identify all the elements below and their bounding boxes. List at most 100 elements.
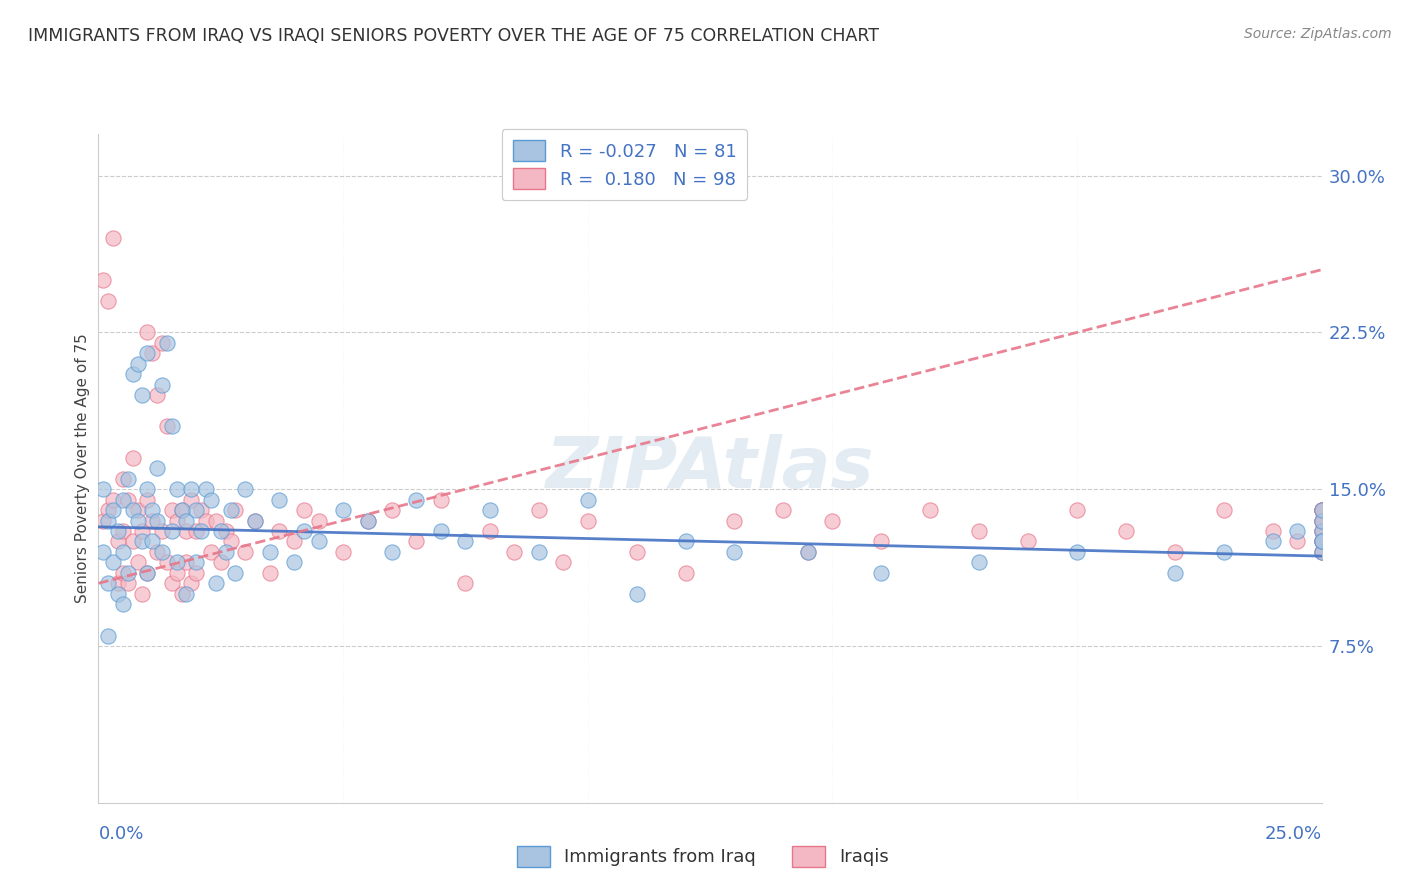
Point <box>1310 503 1333 517</box>
Point <box>176 514 198 528</box>
Point <box>127 503 149 517</box>
Point <box>160 524 183 538</box>
Point <box>160 503 183 517</box>
Point <box>1310 503 1333 517</box>
Point <box>136 346 159 360</box>
Point <box>176 555 198 569</box>
Point <box>527 545 550 559</box>
Point <box>405 534 427 549</box>
Point <box>269 492 291 507</box>
Point <box>107 534 129 549</box>
Point <box>136 492 159 507</box>
Point <box>1310 514 1333 528</box>
Point <box>797 545 820 559</box>
Point <box>1310 524 1333 538</box>
Point <box>150 335 173 350</box>
Point <box>121 450 143 465</box>
Point <box>166 482 188 496</box>
Point <box>146 545 169 559</box>
Point <box>269 524 291 538</box>
Text: 0.0%: 0.0% <box>98 825 143 843</box>
Point <box>332 545 354 559</box>
Point <box>214 545 236 559</box>
Point <box>176 587 198 601</box>
Point <box>478 503 501 517</box>
Point <box>405 492 427 507</box>
Point <box>243 514 266 528</box>
Point <box>1310 514 1333 528</box>
Point <box>101 503 124 517</box>
Point <box>723 545 745 559</box>
Point <box>180 482 202 496</box>
Point <box>219 503 242 517</box>
Point <box>553 555 575 569</box>
Point <box>97 294 120 309</box>
Text: IMMIGRANTS FROM IRAQ VS IRAQI SENIORS POVERTY OVER THE AGE OF 75 CORRELATION CHA: IMMIGRANTS FROM IRAQ VS IRAQI SENIORS PO… <box>28 27 879 45</box>
Point <box>97 576 120 591</box>
Point <box>1310 545 1333 559</box>
Point <box>283 534 305 549</box>
Point <box>233 545 256 559</box>
Point <box>209 555 232 569</box>
Point <box>121 503 143 517</box>
Point <box>1164 566 1187 580</box>
Point <box>626 545 648 559</box>
Point <box>117 566 139 580</box>
Point <box>166 514 188 528</box>
Point <box>111 597 134 611</box>
Point <box>111 524 134 538</box>
Point <box>205 514 228 528</box>
Point <box>308 534 330 549</box>
Point <box>214 524 236 538</box>
Point <box>170 587 193 601</box>
Point <box>166 566 188 580</box>
Point <box>97 503 120 517</box>
Point <box>723 514 745 528</box>
Point <box>91 482 114 496</box>
Point <box>920 503 942 517</box>
Point <box>381 545 404 559</box>
Point <box>1261 534 1284 549</box>
Point <box>107 576 129 591</box>
Point <box>1310 514 1333 528</box>
Point <box>576 492 599 507</box>
Point <box>430 492 453 507</box>
Point <box>219 534 242 549</box>
Point <box>156 555 179 569</box>
Point <box>1261 524 1284 538</box>
Legend: R = -0.027   N = 81, R =  0.180   N = 98: R = -0.027 N = 81, R = 0.180 N = 98 <box>502 129 747 200</box>
Point <box>356 514 378 528</box>
Point <box>97 628 120 642</box>
Point <box>190 524 212 538</box>
Point <box>107 587 129 601</box>
Point <box>141 534 163 549</box>
Point <box>243 514 266 528</box>
Point <box>1286 524 1309 538</box>
Point <box>195 514 218 528</box>
Point <box>259 545 281 559</box>
Point <box>121 534 143 549</box>
Point <box>1310 514 1333 528</box>
Point <box>1115 524 1137 538</box>
Point <box>91 514 114 528</box>
Point <box>1066 503 1088 517</box>
Point <box>1286 534 1309 549</box>
Point <box>180 492 202 507</box>
Point <box>131 534 153 549</box>
Point <box>233 482 256 496</box>
Point <box>675 566 697 580</box>
Point <box>150 524 173 538</box>
Point <box>503 545 526 559</box>
Point <box>527 503 550 517</box>
Legend: Immigrants from Iraq, Iraqis: Immigrants from Iraq, Iraqis <box>510 838 896 874</box>
Point <box>195 482 218 496</box>
Point <box>141 503 163 517</box>
Point <box>797 545 820 559</box>
Point <box>156 335 179 350</box>
Point <box>127 357 149 371</box>
Point <box>136 482 159 496</box>
Point <box>117 492 139 507</box>
Point <box>160 419 183 434</box>
Point <box>156 419 179 434</box>
Point <box>141 514 163 528</box>
